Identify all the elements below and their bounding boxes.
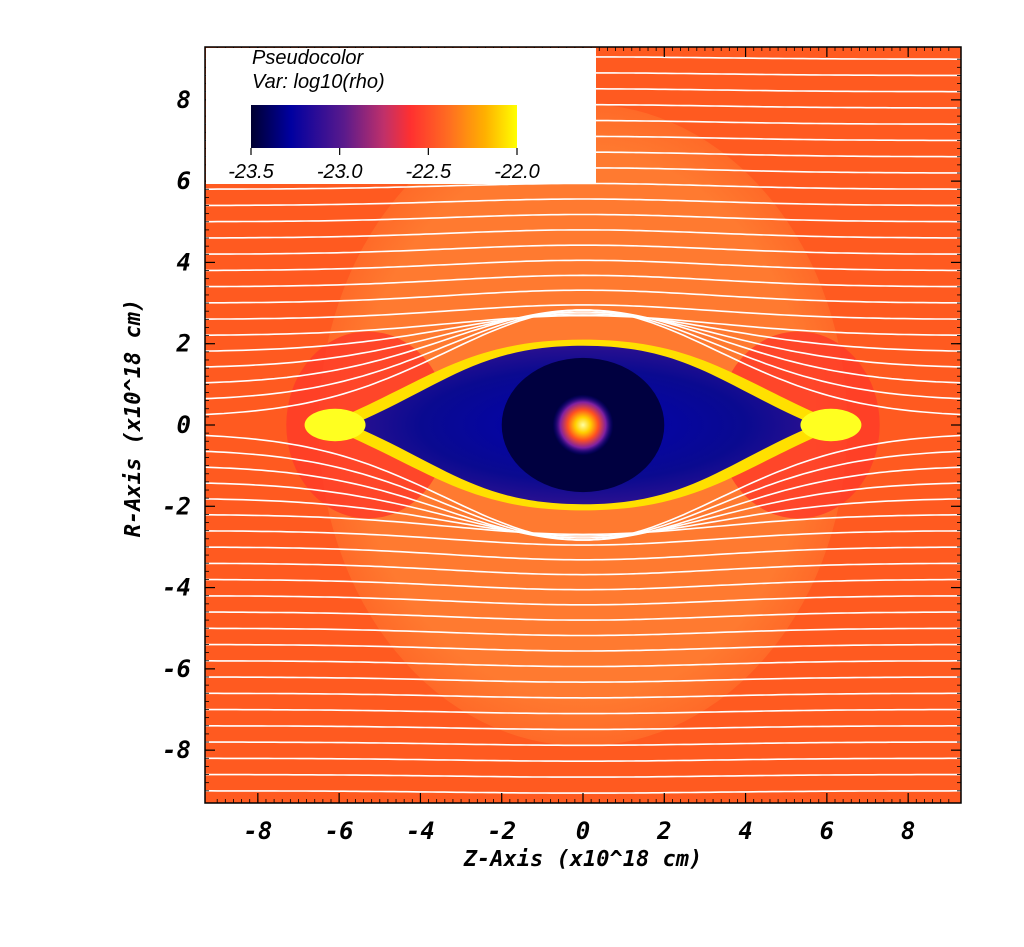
field-line	[205, 660, 961, 668]
field-line	[205, 611, 961, 621]
x-tick-label: -6	[325, 817, 354, 845]
colorbar-tick-label: -22.0	[494, 161, 540, 183]
y-tick-label: 4	[177, 248, 191, 276]
y-tick-label: 0	[177, 411, 191, 439]
central-core	[552, 394, 614, 456]
field-line	[205, 313, 961, 352]
field-line	[205, 595, 961, 606]
field-line	[205, 314, 961, 336]
field-line	[205, 530, 961, 546]
colorbar-ticks: -23.5 -23.0 -22.5 -22.0	[228, 148, 540, 183]
field-line	[205, 546, 961, 561]
field-line	[205, 708, 961, 715]
field-line	[205, 259, 961, 272]
field-line	[205, 311, 961, 368]
y-tick-label: 2	[176, 330, 191, 358]
field-line	[205, 244, 961, 255]
field-line	[205, 514, 961, 536]
field-line	[205, 198, 961, 207]
field-line	[205, 741, 961, 747]
x-tick-label: 6	[820, 817, 834, 845]
colorbar-tick-label: -23.0	[317, 161, 363, 183]
field-line	[205, 562, 961, 576]
field-line	[205, 229, 961, 239]
field-line	[205, 643, 961, 652]
field-line	[205, 434, 961, 541]
field-line	[205, 289, 961, 304]
x-tick-label: 0	[576, 817, 590, 845]
y-axis: -8 -6 -4 -2 0 2 4 6 8	[162, 58, 961, 792]
x-tick-label: 2	[656, 817, 671, 845]
x-tick-label: -8	[243, 817, 272, 845]
y-tick-label: -2	[162, 492, 191, 520]
field-line	[205, 304, 961, 320]
y-tick-label: 8	[177, 86, 191, 114]
field-line	[205, 482, 961, 539]
colorbar	[251, 105, 517, 148]
field-line	[205, 725, 961, 731]
field-line	[205, 773, 961, 778]
x-tick-label: 4	[738, 817, 752, 845]
x-tick-label: -2	[487, 817, 516, 845]
x-axis-title: Z-Axis (x10^18 cm)	[463, 847, 702, 872]
bow-cap-left	[304, 408, 366, 442]
legend-title: Pseudocolor	[252, 47, 365, 69]
bow-cap-right	[800, 408, 862, 442]
colorbar-tick-label: -22.5	[406, 161, 452, 183]
x-tick-label: -4	[406, 817, 435, 845]
colorbar-tick-label: -23.5	[228, 161, 274, 183]
legend-variable: Var: log10(rho)	[252, 71, 385, 93]
field-line	[205, 274, 961, 288]
y-axis-title: R-Axis (x10^18 cm)	[121, 299, 146, 537]
y-tick-label: 6	[177, 167, 191, 195]
y-tick-label: -4	[162, 574, 191, 602]
legend: Pseudocolor Var: log10(rho) -23.5 -23.0 -2…	[206, 47, 596, 184]
field-line	[205, 757, 961, 762]
field-line	[205, 627, 961, 637]
x-axis: -8 -6 -4 -2 0 2 4 6 8	[216, 47, 950, 845]
field-line	[205, 578, 961, 591]
y-tick-label: -8	[162, 736, 191, 764]
field-line	[205, 498, 961, 537]
field-line	[205, 213, 961, 223]
field-line	[205, 676, 961, 684]
field-line	[205, 309, 961, 384]
field-line	[205, 692, 961, 699]
x-tick-label: 8	[901, 817, 915, 845]
y-tick-label: -6	[162, 655, 191, 683]
